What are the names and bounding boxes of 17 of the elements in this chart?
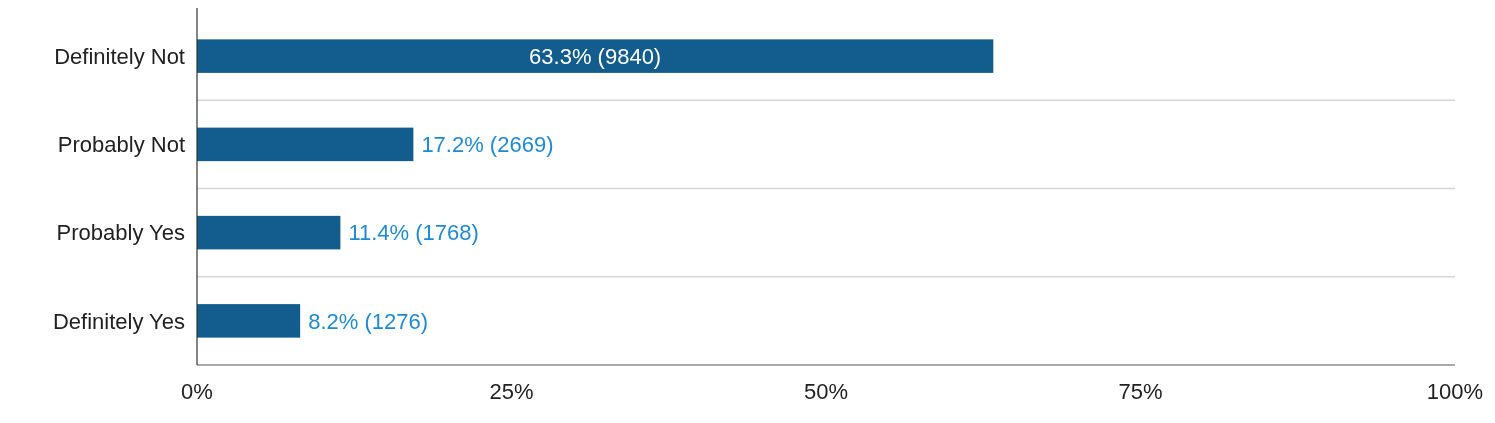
bar xyxy=(197,215,341,250)
x-tick-label: 50% xyxy=(803,379,849,404)
data-label: 17.2% (2669) xyxy=(421,132,554,158)
y-tick-label: Definitely Yes xyxy=(52,308,185,334)
y-tick-label: Probably Not xyxy=(57,132,185,158)
bar xyxy=(197,39,994,73)
bar xyxy=(197,304,301,338)
x-tick-label: 25% xyxy=(489,379,534,404)
data-label: 8.2% (1276) xyxy=(308,308,429,334)
bar xyxy=(197,127,414,162)
x-tick-label: 75% xyxy=(1118,379,1163,404)
x-tick-label: 0% xyxy=(181,379,213,404)
data-label: 63.3% (9840) xyxy=(529,43,662,69)
data-label: 11.4% (1768) xyxy=(348,220,479,246)
x-tick-label: 100% xyxy=(1426,379,1484,404)
y-tick-label: Probably Yes xyxy=(56,220,185,246)
y-tick-label: Definitely Not xyxy=(54,43,185,69)
